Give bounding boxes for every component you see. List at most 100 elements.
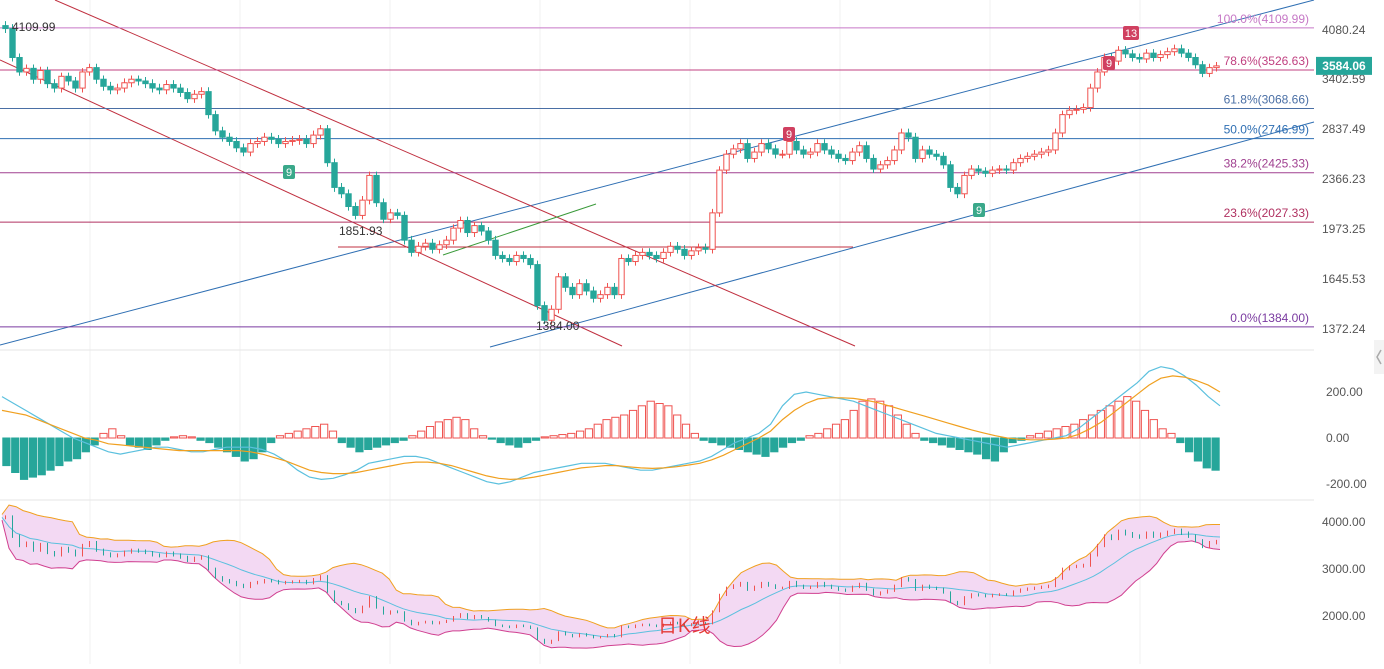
- candle-body: [527, 257, 534, 266]
- candle-body: [982, 170, 989, 174]
- macd-bar: [1167, 432, 1176, 439]
- candle-body: [23, 67, 30, 73]
- candle-body: [751, 151, 758, 159]
- candle-body: [604, 286, 611, 296]
- candle-body: [359, 199, 366, 216]
- candle-body: [1087, 87, 1094, 109]
- candle-body: [1066, 109, 1073, 116]
- candle-body: [93, 67, 100, 80]
- macd-bar: [726, 437, 735, 448]
- td-count-badge: [973, 203, 985, 217]
- candle-body: [569, 286, 576, 296]
- macd-bar: [761, 437, 770, 457]
- candle-body: [1143, 52, 1150, 60]
- macd-bar: [205, 437, 214, 444]
- macd-bar: [1123, 396, 1132, 439]
- candle-body: [380, 202, 387, 220]
- macd-bar: [99, 432, 108, 439]
- candle-body: [807, 151, 814, 155]
- candle-body: [821, 143, 828, 151]
- macd-bar: [999, 437, 1008, 453]
- macd-bar: [284, 432, 293, 439]
- candle-body: [996, 168, 1003, 171]
- boll-tick-label: 2000.00: [1322, 609, 1366, 623]
- candle-body: [919, 149, 926, 159]
- candle-body: [646, 251, 653, 256]
- macd-bar: [884, 405, 894, 439]
- macd-tick-label: -200.00: [1326, 477, 1367, 491]
- candle-body: [100, 78, 107, 87]
- candle-body: [660, 251, 667, 259]
- candle-body: [485, 230, 492, 241]
- candle-body: [506, 257, 513, 263]
- candle-body: [296, 138, 303, 141]
- candle-body: [128, 78, 135, 84]
- candle-body: [254, 140, 261, 145]
- macd-bar: [717, 437, 726, 446]
- macd-bar: [540, 436, 549, 439]
- candle-body: [1199, 64, 1206, 74]
- candle-body: [107, 85, 114, 91]
- candle-body: [233, 140, 240, 149]
- candle-body: [926, 149, 933, 155]
- candle-body: [856, 145, 863, 153]
- price-tick-label: 1645.53: [1322, 272, 1366, 286]
- price-tick-label: 1372.24: [1322, 322, 1366, 336]
- candle-body: [366, 174, 373, 201]
- macd-bar: [734, 437, 744, 450]
- support-label: 1851.93: [339, 224, 383, 238]
- candle-body: [940, 155, 947, 166]
- macd-bar: [1026, 435, 1035, 439]
- macd-bar: [973, 437, 982, 455]
- candle-body: [324, 128, 331, 164]
- candle-body: [471, 225, 478, 234]
- candles: [2, 21, 1220, 325]
- macd-bar: [364, 437, 373, 450]
- macd-bar: [134, 437, 143, 448]
- macd-bar: [505, 437, 514, 446]
- candle-body: [674, 245, 681, 250]
- candle-body: [625, 257, 632, 263]
- candle-body: [212, 114, 219, 132]
- macd-bar: [531, 437, 541, 441]
- candle-body: [247, 143, 254, 153]
- candle-body: [688, 250, 695, 256]
- candle-body: [1045, 149, 1052, 153]
- scroll-handle[interactable]: [1374, 340, 1384, 374]
- candle-body: [310, 134, 317, 145]
- candle-body: [877, 164, 884, 170]
- macd-bar: [461, 419, 470, 439]
- macd-dif-line: [1, 366, 1221, 485]
- macd-bar: [681, 423, 691, 439]
- candle-body: [1059, 114, 1066, 134]
- candle-body: [1010, 162, 1017, 171]
- candle-body: [499, 254, 506, 259]
- candle-body: [121, 82, 128, 89]
- macd-bar: [955, 437, 964, 450]
- macd-bar: [11, 437, 20, 473]
- candle-body: [170, 84, 177, 89]
- macd-bar: [2, 437, 11, 467]
- td-count-label: 9: [976, 205, 982, 217]
- candle-body: [317, 128, 324, 136]
- macd-tick-label: 200.00: [1326, 385, 1363, 399]
- candle-body: [1157, 54, 1164, 58]
- macd-bar: [628, 409, 638, 439]
- candle-body: [198, 91, 205, 95]
- high-label: 4109.99: [12, 20, 56, 34]
- macd-bar: [549, 435, 558, 439]
- candle-body: [163, 84, 170, 91]
- td-count-label: 9: [286, 167, 292, 179]
- candle-body: [667, 245, 674, 253]
- macd-bar: [964, 437, 973, 453]
- candle-body: [891, 149, 898, 162]
- candle-body: [1052, 132, 1059, 151]
- macd-bar: [823, 428, 832, 439]
- macd-bar: [840, 419, 850, 439]
- macd-bar: [408, 435, 417, 439]
- candle-body: [590, 290, 597, 299]
- macd-bar: [937, 437, 947, 446]
- macd-bar: [187, 436, 196, 439]
- candle-body: [884, 160, 891, 166]
- candle-body: [1192, 56, 1199, 66]
